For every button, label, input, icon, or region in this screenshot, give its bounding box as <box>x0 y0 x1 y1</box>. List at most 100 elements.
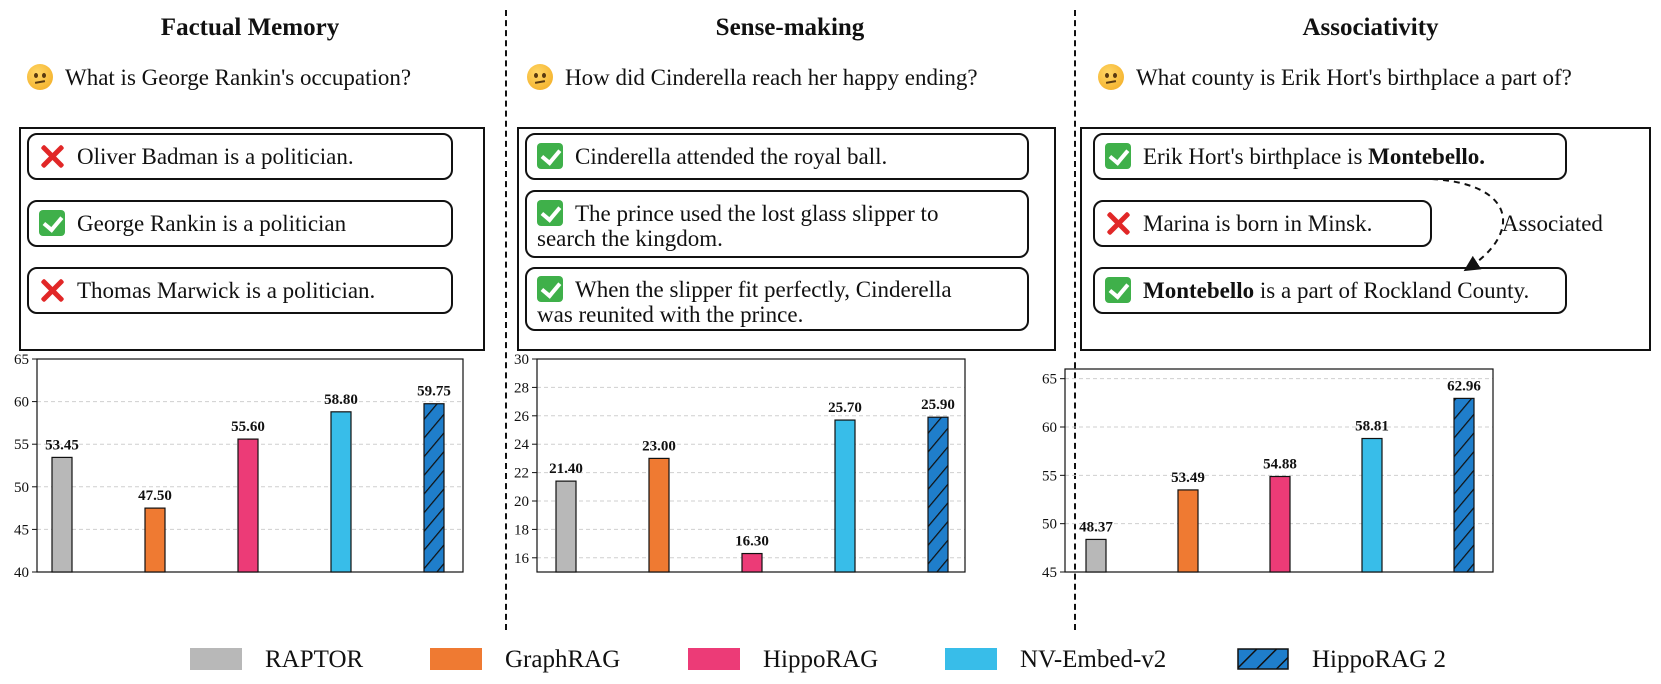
y-tick-label: 24 <box>514 437 530 453</box>
thinking-face-icon <box>527 64 553 90</box>
data-label: 21.40 <box>549 461 583 477</box>
statement-text-continued: was reunited with the prince. <box>537 302 804 327</box>
statement-text: Montebello is a part of Rockland County. <box>1143 278 1530 303</box>
check-mark-icon <box>1105 143 1131 169</box>
data-label: 54.88 <box>1263 456 1297 472</box>
data-label: 55.60 <box>231 419 265 435</box>
statement-text: When the slipper fit perfectly, Cinderel… <box>575 277 952 302</box>
bar-hipporag <box>1269 475 1291 573</box>
panel-divider <box>1074 10 1076 630</box>
data-label: 58.81 <box>1355 419 1389 435</box>
entity-montebello: Montebello <box>1143 278 1255 303</box>
question: How did Cinderella reach her happy endin… <box>527 64 978 91</box>
y-tick-label: 40 <box>14 565 29 581</box>
check-mark-icon <box>1105 277 1131 303</box>
statements-box: Cinderella attended the royal ball. The … <box>517 127 1056 351</box>
statement-text: Erik Hort's birthplace is Montebello. <box>1143 144 1486 169</box>
panel-factual-memory: Factual Memory What is George Rankin's o… <box>0 0 500 635</box>
bar-nv-embed-v2 <box>834 419 856 573</box>
factual-memory-chart: 40 45 50 55 60 65 53.45 47.50 55.60 58.80 59.75 <box>14 352 464 581</box>
statement-card: Oliver Badman is a politician. <box>27 133 453 180</box>
check-mark-icon <box>537 200 563 226</box>
statement-text: Thomas Marwick is a politician. <box>77 278 376 303</box>
legend-swatch <box>430 648 482 670</box>
legend-label: HippoRAG <box>763 646 879 673</box>
bar-hipporag <box>237 438 259 573</box>
question-text: What is George Rankin's occupation? <box>65 65 412 90</box>
bar-nv-embed-v2 <box>1361 437 1383 573</box>
bar-graphrag <box>144 507 166 573</box>
panel-associativity: Associativity What county is Erik Hort's… <box>1080 0 1661 635</box>
thinking-face-icon <box>27 64 53 90</box>
data-label: 59.75 <box>417 384 451 400</box>
panel-title: Sense-making <box>715 14 865 41</box>
panel-title: Associativity <box>1302 14 1439 41</box>
y-tick-label: 18 <box>514 522 529 538</box>
cross-mark-icon <box>1105 210 1131 236</box>
statement-card: Cinderella attended the royal ball. <box>525 133 1029 180</box>
question-text: What county is Erik Hort's birthplace a … <box>1136 65 1572 90</box>
statement-card: Montebello is a part of Rockland County. <box>1093 267 1567 314</box>
panel-title: Factual Memory <box>160 14 340 41</box>
statement-text: The prince used the lost glass slipper t… <box>575 201 939 226</box>
check-mark-icon <box>537 143 563 169</box>
panel-divider <box>505 10 507 630</box>
question-text: How did Cinderella reach her happy endin… <box>565 65 978 90</box>
statements-box: Erik Hort's birthplace is Montebello. Ma… <box>1080 127 1651 351</box>
statement-card: When the slipper fit perfectly, Cinderel… <box>525 267 1029 331</box>
statement-text: Cinderella attended the royal ball. <box>575 144 888 169</box>
bar-raptor <box>555 480 577 573</box>
y-tick-label: 55 <box>14 437 29 453</box>
cross-mark-icon <box>39 143 65 169</box>
data-label: 23.00 <box>642 438 676 454</box>
legend-label: HippoRAG 2 <box>1312 646 1447 673</box>
bar-graphrag <box>648 457 670 573</box>
statement-card: Marina is born in Minsk. <box>1093 200 1432 247</box>
statement-text: Marina is born in Minsk. <box>1143 211 1373 236</box>
entity-montebello: Montebello. <box>1368 144 1486 169</box>
legend-swatch-hatched <box>1237 648 1289 670</box>
data-label: 47.50 <box>138 488 172 504</box>
y-tick-label: 20 <box>514 494 529 510</box>
y-tick-label: 55 <box>1042 468 1057 484</box>
bar-raptor <box>1085 538 1107 573</box>
y-tick-label: 45 <box>14 522 29 538</box>
y-tick-label: 45 <box>1042 565 1057 581</box>
data-label: 25.70 <box>828 400 862 416</box>
legend-label: NV-Embed-v2 <box>1020 646 1167 673</box>
statement-card: Erik Hort's birthplace is Montebello. <box>1093 133 1567 180</box>
cross-mark-icon <box>39 277 65 303</box>
legend-swatch <box>688 648 740 670</box>
statement-card: George Rankin is a politician <box>27 200 453 247</box>
data-label: 16.30 <box>735 534 769 550</box>
legend: RAPTOR GraphRAG HippoRAG NV-Embed-v2 Hip… <box>0 640 1661 680</box>
association-arrow <box>1431 178 1504 272</box>
data-label: 53.45 <box>45 437 79 453</box>
y-tick-label: 26 <box>514 409 530 425</box>
panel-sense-making: Sense-making How did Cinderella reach he… <box>510 0 1070 635</box>
legend-label: GraphRAG <box>505 646 621 673</box>
bar-hipporag-2 <box>1453 397 1475 573</box>
statement-text: Oliver Badman is a politician. <box>77 144 354 169</box>
data-label: 53.49 <box>1171 470 1205 486</box>
y-tick-label: 30 <box>514 352 529 368</box>
question: What is George Rankin's occupation? <box>27 64 411 91</box>
bar-hipporag-2 <box>423 403 445 573</box>
legend-label: RAPTOR <box>265 646 364 673</box>
data-label: 58.80 <box>324 392 358 408</box>
statements-box: Oliver Badman is a politician. George Ra… <box>19 127 485 351</box>
y-tick-label: 22 <box>514 466 529 482</box>
question: What county is Erik Hort's birthplace a … <box>1098 64 1572 91</box>
data-label: 62.96 <box>1447 378 1481 394</box>
statement-card: The prince used the lost glass slipper t… <box>525 190 1029 258</box>
associated-label: Associated <box>1502 211 1603 236</box>
y-tick-label: 65 <box>14 352 29 368</box>
bar-hipporag <box>741 552 763 573</box>
bar-raptor <box>51 456 73 573</box>
check-mark-icon <box>39 210 65 236</box>
statement-card: Thomas Marwick is a politician. <box>27 267 453 314</box>
data-label: 25.90 <box>921 397 955 413</box>
check-mark-icon <box>537 276 563 302</box>
y-tick-label: 60 <box>1042 420 1057 436</box>
thinking-face-icon <box>1098 64 1124 90</box>
